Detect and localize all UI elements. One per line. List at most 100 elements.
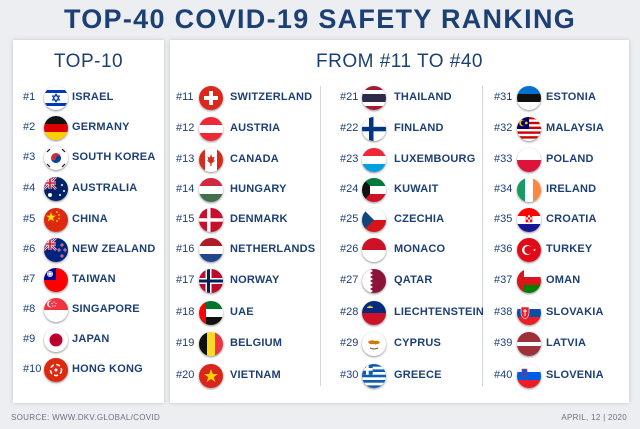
country-name: DENMARK (230, 213, 288, 225)
turkey-flag-icon (517, 238, 541, 262)
cyprus-flag-icon (362, 332, 386, 356)
taiwan-flag-icon (44, 268, 68, 292)
new-zealand-flag-icon (44, 238, 68, 262)
slovakia-flag-icon (517, 301, 541, 325)
croatia-flag-icon (517, 208, 541, 232)
estonia-flag-icon (517, 86, 541, 110)
rank-number: #37 (494, 274, 513, 286)
country-name: CZECHIA (394, 213, 445, 225)
belgium-flag-icon (199, 332, 223, 356)
rank-number: #22 (340, 122, 359, 134)
rank-number: #9 (23, 333, 36, 345)
hong-kong-flag-icon (44, 358, 68, 382)
rank-number: #3 (23, 151, 36, 163)
rank-number: #35 (494, 213, 513, 225)
top-10-panel-title: TOP-10 (53, 51, 124, 72)
country-name: JAPAN (72, 333, 110, 345)
norway-flag-icon (199, 269, 223, 293)
country-name: VIETNAM (230, 369, 281, 381)
rank-number: #38 (494, 306, 513, 318)
rank-number: #12 (176, 122, 195, 134)
country-name: TURKEY (546, 243, 593, 255)
rank-number: #40 (494, 369, 513, 381)
date-stamp: APRIL, 12 | 2020 (561, 413, 627, 422)
rank-number: #28 (340, 306, 359, 318)
finland-flag-icon (362, 117, 386, 141)
country-name: MALAYSIA (546, 122, 605, 134)
luxembourg-flag-icon (362, 148, 386, 172)
country-name: CANADA (230, 153, 279, 165)
country-name: CHINA (72, 213, 108, 225)
denmark-flag-icon (199, 208, 223, 232)
country-name: QATAR (394, 274, 433, 286)
top-10-panel: TOP-10 (13, 40, 164, 403)
country-name: FINLAND (394, 122, 444, 134)
rank-number: #4 (23, 182, 36, 194)
rank-number: #34 (494, 183, 513, 195)
country-name: SOUTH KOREA (72, 151, 156, 163)
vietnam-flag-icon (199, 364, 223, 388)
country-name: CYPRUS (394, 337, 442, 349)
rank-11-40-panel-title: FROM #11 TO #40 (316, 51, 483, 72)
rank-number: #11 (176, 91, 194, 103)
rank-number: #1 (23, 91, 36, 103)
country-name: TAIWAN (72, 273, 116, 285)
rank-number: #8 (23, 303, 36, 315)
rank-number: #39 (494, 337, 513, 349)
country-name: LIECHTENSTEIN (394, 306, 484, 318)
country-name: LATVIA (546, 337, 587, 349)
rank-number: #33 (494, 153, 513, 165)
country-name: ESTONIA (546, 91, 597, 103)
rank-number: #36 (494, 243, 513, 255)
country-name: IRELAND (546, 183, 597, 195)
rank-number: #24 (340, 183, 359, 195)
rank-number: #17 (176, 274, 195, 286)
germany-flag-icon (44, 116, 68, 140)
column-divider (320, 86, 321, 386)
rank-number: #18 (176, 306, 195, 318)
rank-number: #6 (23, 243, 36, 255)
country-name: GERMANY (72, 121, 130, 133)
country-name: BELGIUM (230, 337, 283, 349)
rank-number: #23 (340, 153, 359, 165)
liechtenstein-flag-icon (362, 301, 386, 325)
rank-number: #7 (23, 273, 36, 285)
kuwait-flag-icon (362, 178, 386, 202)
country-name: POLAND (546, 153, 594, 165)
switzerland-flag-icon (199, 86, 223, 110)
ireland-flag-icon (517, 178, 541, 202)
malaysia-flag-icon (517, 117, 541, 141)
country-name: NETHERLANDS (230, 243, 316, 255)
country-name: NEW ZEALAND (72, 243, 156, 255)
country-name: NORWAY (230, 274, 280, 286)
netherlands-flag-icon (199, 238, 223, 262)
country-name: SWITZERLAND (230, 91, 313, 103)
singapore-flag-icon (44, 298, 68, 322)
country-name: SLOVENIA (546, 369, 604, 381)
greece-flag-icon (362, 364, 386, 388)
australia-flag-icon (44, 177, 68, 201)
qatar-flag-icon (362, 269, 386, 293)
country-name: HUNGARY (230, 183, 287, 195)
country-name: HONG KONG (72, 363, 143, 375)
china-flag-icon (44, 208, 68, 232)
rank-number: #16 (176, 243, 195, 255)
canada-flag-icon (199, 148, 223, 172)
country-name: ISRAEL (72, 91, 114, 103)
rank-number: #29 (340, 337, 359, 349)
rank-number: #21 (340, 91, 359, 103)
country-name: GREECE (394, 369, 442, 381)
rank-number: #10 (23, 363, 42, 375)
country-name: AUSTRALIA (72, 182, 138, 194)
rank-11-40-panel: FROM #11 TO #40 (170, 40, 629, 403)
rank-number: #15 (176, 213, 195, 225)
rank-number: #30 (340, 369, 359, 381)
latvia-flag-icon (517, 332, 541, 356)
czechia-flag-icon (362, 208, 386, 232)
uae-flag-icon (199, 301, 223, 325)
country-name: CROATIA (546, 213, 597, 225)
country-name: UAE (230, 306, 254, 318)
rank-number: #26 (340, 243, 359, 255)
country-name: MONACO (394, 243, 446, 255)
country-name: LUXEMBOURG (394, 153, 476, 165)
